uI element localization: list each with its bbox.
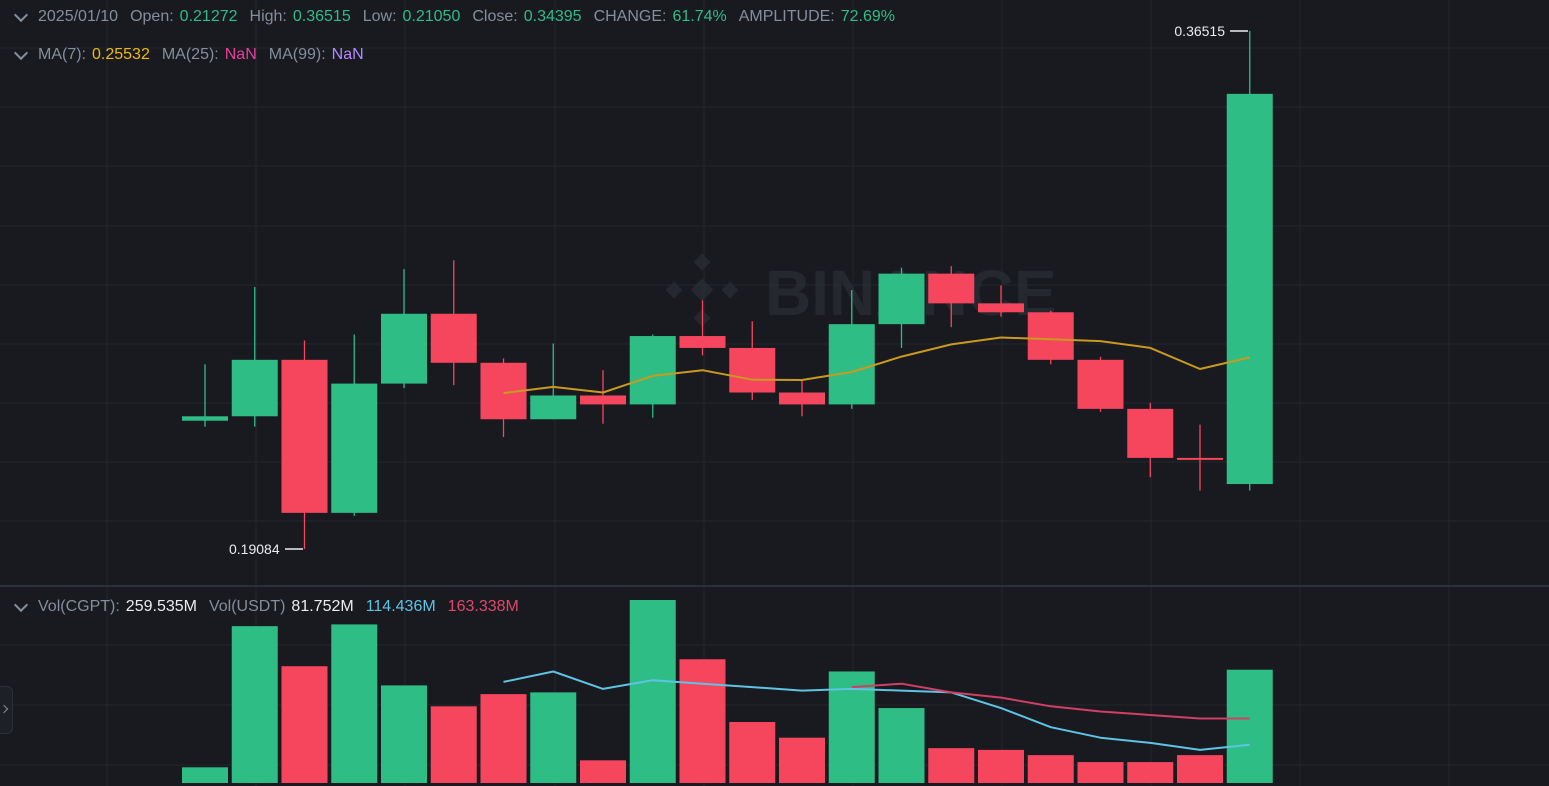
high-value: 0.36515	[292, 8, 351, 25]
volume-bar	[331, 624, 378, 783]
candle-body	[729, 347, 776, 393]
volume-bar	[679, 659, 726, 783]
candle-body	[331, 383, 378, 513]
volume-bar	[729, 722, 776, 783]
change-label: CHANGE:	[593, 8, 667, 25]
candle-body	[1226, 93, 1273, 485]
low-value: 0.21050	[402, 8, 461, 25]
volume-bar	[978, 749, 1024, 783]
volume-bar	[381, 685, 427, 783]
volume-bar	[231, 626, 278, 783]
volume-bar	[928, 748, 975, 783]
close-label: Close:	[472, 8, 518, 25]
ma7-label: MA(7):	[38, 46, 86, 63]
vol-ma-long-value: 163.338M	[447, 598, 519, 615]
candle-body	[679, 336, 726, 348]
volume-bar	[480, 694, 527, 783]
ma99-label: MA(99):	[268, 46, 326, 63]
volume-bar	[1226, 669, 1273, 783]
candle-body	[629, 336, 676, 405]
low-annotation: 0.19084	[229, 541, 303, 557]
candle-body	[182, 416, 228, 421]
open-label: Open:	[130, 8, 174, 25]
chevron-down-icon[interactable]	[13, 7, 29, 22]
candle-body	[1027, 312, 1074, 360]
candle-body	[231, 359, 278, 417]
chevron-down-icon[interactable]	[13, 597, 29, 612]
volume-ma-long-line	[851, 682, 1250, 720]
candle-body	[878, 273, 925, 325]
vol-ma-short-value: 114.436M	[365, 598, 436, 615]
ma7-line	[503, 336, 1251, 395]
candle-body	[530, 395, 577, 420]
candle-body	[779, 392, 825, 405]
candle-body	[978, 303, 1024, 313]
candle-body	[381, 313, 427, 384]
high-price-label: 0.36515	[1174, 23, 1225, 39]
ma25-value: NaN	[224, 46, 257, 63]
change-value: 61.74%	[672, 8, 727, 25]
candle-body	[928, 273, 975, 304]
close-value: 0.34395	[523, 8, 582, 25]
open-value: 0.21272	[179, 8, 238, 25]
amplitude-label: AMPLITUDE:	[738, 8, 835, 25]
volume-bar	[1127, 762, 1174, 783]
vol-quote-value: 81.752M	[291, 598, 354, 615]
volume-bar	[182, 767, 228, 783]
high-label: High:	[249, 8, 287, 25]
ma-legend: MA(7): 0.25532 MA(25): NaN MA(99): NaN	[13, 45, 376, 64]
ma25-label: MA(25):	[161, 46, 219, 63]
vol-quote-label: Vol(USDT)	[208, 598, 286, 615]
low-price-label: 0.19084	[229, 541, 280, 557]
candles	[182, 30, 1273, 550]
candle-body	[430, 313, 477, 363]
ohlc-legend: 2025/01/10 Open: 0.21272 High: 0.36515 L…	[13, 7, 907, 26]
expand-panel-button[interactable]	[0, 686, 13, 734]
candle-body	[1077, 359, 1124, 409]
volume-bar	[629, 600, 676, 783]
ma7-value: 0.25532	[92, 46, 150, 63]
candle-body	[1127, 408, 1174, 458]
high-annotation: 0.36515	[1174, 23, 1248, 39]
volume-bar	[1177, 755, 1223, 783]
volume-bar	[580, 760, 626, 783]
candle-body	[580, 395, 626, 405]
vol-base-value: 259.535M	[125, 598, 197, 615]
volume-ma-short-line	[503, 670, 1250, 751]
volume-bars	[182, 600, 1273, 783]
vol-base-label: Vol(CGPT):	[38, 598, 120, 615]
volume-bar	[878, 708, 925, 783]
volume-bar	[530, 692, 577, 783]
moving-average-lines	[503, 336, 1251, 751]
low-label: Low:	[362, 8, 397, 25]
legend-date: 2025/01/10	[38, 8, 119, 25]
ma99-value: NaN	[331, 46, 364, 63]
candle-body	[828, 324, 875, 405]
candle-body	[281, 359, 328, 513]
chevron-down-icon[interactable]	[13, 45, 29, 60]
amplitude-value: 72.69%	[840, 8, 896, 25]
volume-bar	[1077, 762, 1124, 783]
volume-bar	[779, 737, 825, 783]
volume-bar	[1027, 755, 1074, 783]
volume-bar	[430, 706, 477, 783]
candle-body	[1177, 457, 1223, 460]
volume-legend: Vol(CGPT): 259.535M Vol(USDT) 81.752M 11…	[13, 597, 531, 616]
volume-bar	[281, 666, 328, 783]
